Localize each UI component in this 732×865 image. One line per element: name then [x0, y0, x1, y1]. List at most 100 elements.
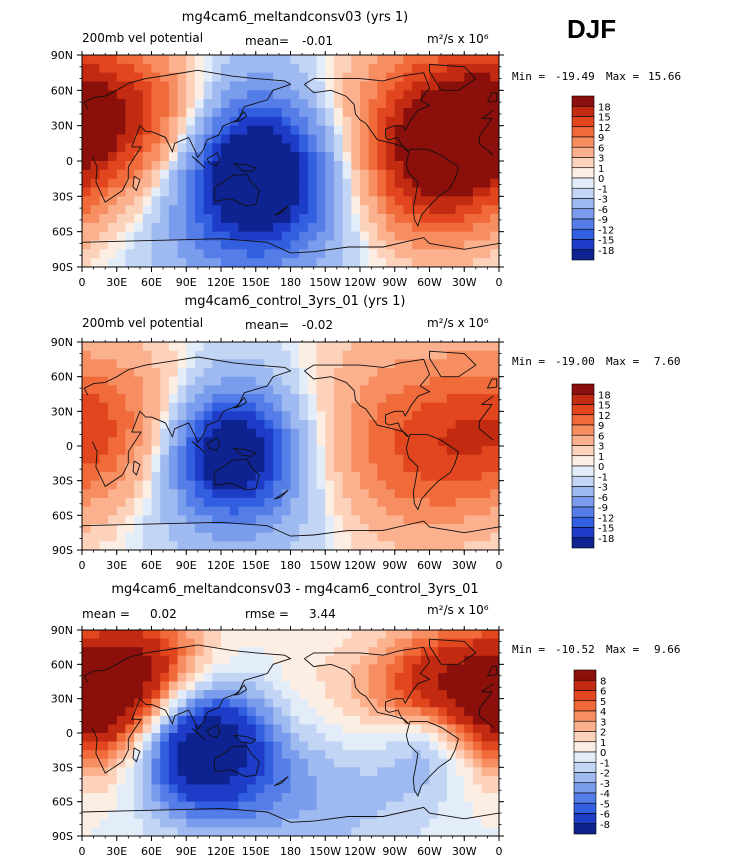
- panel-3-xtick-label: 90W: [382, 845, 407, 858]
- panel-1-cell: [299, 55, 309, 65]
- panel-2-cell: [299, 472, 309, 482]
- panel-2-cell: [160, 402, 170, 412]
- panel-3-cell: [377, 707, 387, 717]
- coastline-2: [304, 72, 431, 152]
- panel-3-cell: [351, 801, 361, 811]
- panel-1-cell: [394, 108, 405, 118]
- panel-2-cell: [438, 446, 448, 456]
- panel-3-cell: [108, 707, 118, 717]
- panel-3-cell: [351, 690, 361, 700]
- panel-1-colorbar-box: [571, 249, 595, 261]
- panel-1-cell: [446, 55, 457, 65]
- panel-1-xtick-label: 120W: [344, 276, 376, 289]
- panel-2-cell: [168, 385, 179, 395]
- panel-1-cell: [247, 187, 257, 197]
- panel-3-cell: [412, 741, 422, 751]
- panel-1-cell: [108, 143, 118, 153]
- panel-2-cell: [168, 420, 179, 430]
- panel-1-cell: [455, 196, 465, 206]
- panel-3-colorbar-label: 8: [600, 676, 606, 687]
- panel-1-colorbar-label: 0: [598, 174, 604, 185]
- panel-2-cell: [490, 446, 499, 456]
- panel-1-cell: [394, 249, 405, 259]
- panel-3-cell: [108, 664, 118, 674]
- panel-3-cell: [238, 690, 248, 700]
- panel-1-cell: [203, 178, 213, 189]
- panel-2-cell: [446, 428, 457, 438]
- panel-2-cell: [403, 359, 413, 369]
- panel-1-cell: [160, 134, 170, 144]
- panel-1-cell: [403, 63, 413, 74]
- panel-1-cell: [377, 178, 387, 189]
- panel-2-cell: [351, 454, 361, 464]
- panel-2-cell: [429, 454, 439, 464]
- panel-3-cell: [142, 741, 153, 751]
- panel-1-cell: [325, 231, 335, 242]
- panel-3-cell: [472, 810, 483, 820]
- panel-1-cell: [446, 161, 457, 171]
- panel-3-cell: [360, 784, 370, 794]
- panel-1-cell: [455, 205, 465, 215]
- panel-3-cell: [464, 638, 474, 648]
- panel-2-cell: [247, 342, 257, 352]
- panel-1-cell: [186, 72, 196, 83]
- panel-3-cell: [429, 775, 439, 786]
- panel-3-cell: [273, 810, 283, 820]
- panel-3-cell: [481, 715, 491, 726]
- panel-1-cell: [403, 90, 413, 100]
- panel-1-cell: [325, 240, 335, 250]
- panel-3-cell: [116, 724, 127, 734]
- panel-1-cell: [212, 222, 222, 233]
- panel-3-cell: [394, 655, 405, 665]
- panel-1-cell: [281, 63, 292, 74]
- panel-2-cell: [446, 342, 457, 352]
- panel-3-cell: [429, 707, 439, 717]
- panel-2-cell: [125, 489, 135, 499]
- panel-1-cell: [455, 55, 465, 65]
- panel-1-colorbar-label: -9: [598, 215, 608, 226]
- panel-1-cell: [429, 231, 439, 242]
- panel-2-cell: [455, 454, 465, 464]
- panel-3-max-value: 9.66: [654, 643, 681, 656]
- panel-2-cell: [455, 420, 465, 430]
- panel-2-cell: [464, 376, 474, 386]
- panel-3-cell: [325, 681, 335, 691]
- panel-2-cell: [281, 480, 292, 490]
- panel-3-cell: [316, 638, 326, 648]
- panel-1-cell: [307, 258, 318, 267]
- panel-3-cell: [186, 741, 196, 751]
- panel-1-colorbar-label: 9: [598, 133, 604, 144]
- panel-1-xtick-label: 150W: [309, 276, 341, 289]
- panel-1-cell: [333, 187, 344, 197]
- panel-1-cell: [377, 258, 387, 267]
- panel-3-cell: [299, 698, 309, 708]
- panel-1-cell: [360, 55, 370, 65]
- panel-2-cell: [116, 411, 127, 421]
- panel-2-cell: [151, 498, 161, 508]
- panel-2-cell: [299, 506, 309, 516]
- panel-2-cell: [212, 489, 222, 499]
- panel-2-cell: [307, 359, 318, 369]
- panel-3-cell: [142, 818, 153, 829]
- panel-1-cell: [264, 178, 274, 189]
- panel-2-cell: [316, 472, 326, 482]
- panel-3-cell: [247, 733, 257, 743]
- panel-1-cell: [386, 205, 396, 215]
- panel-3-cell: [360, 767, 370, 777]
- panel-2-cell: [273, 446, 283, 456]
- panel-1-cell: [229, 143, 239, 153]
- panel-1-cell: [82, 116, 92, 127]
- panel-1-cell: [316, 214, 326, 224]
- panel-1-cell: [360, 196, 370, 206]
- panel-3-cell: [351, 818, 361, 829]
- panel-2-cell: [194, 524, 205, 534]
- panel-2-cell: [99, 359, 109, 369]
- panel-3-cell: [99, 775, 109, 786]
- panel-3-cell: [403, 758, 413, 768]
- panel-3-cell: [281, 630, 292, 640]
- panel-1-cell: [429, 152, 439, 162]
- panel-2-cell: [403, 368, 413, 378]
- panel-3-cell: [255, 784, 266, 794]
- panel-3-cell: [438, 818, 448, 829]
- panel-1-xtick-label: 180: [280, 276, 301, 289]
